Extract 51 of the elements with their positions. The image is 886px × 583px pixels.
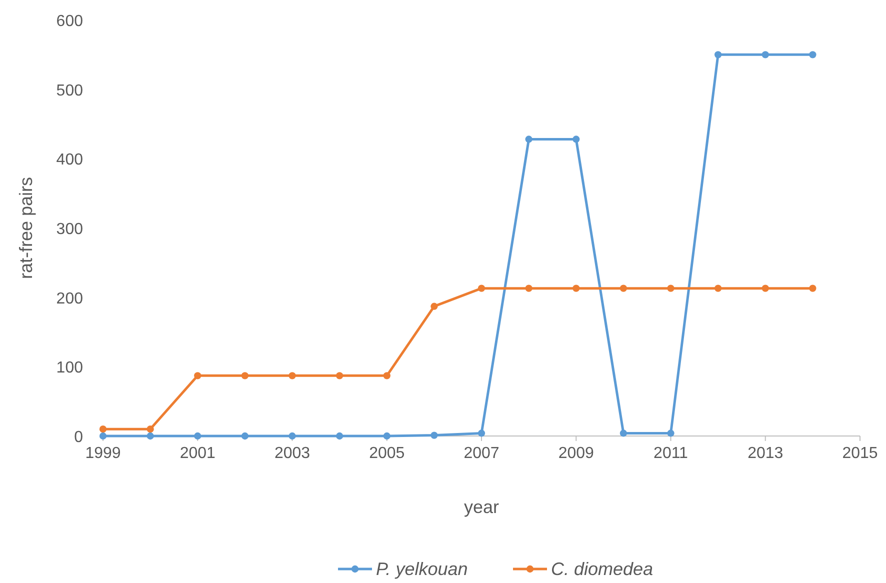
x-tick-label: 2007	[464, 445, 500, 462]
point	[572, 136, 580, 143]
y-tick-label: 600	[56, 13, 84, 30]
point	[194, 432, 202, 440]
point	[667, 284, 674, 292]
x-tick-label: 1999	[85, 445, 121, 462]
y-tick-label: 0	[74, 429, 84, 446]
point	[809, 284, 816, 292]
y-tick-label: 300	[56, 221, 84, 238]
point	[288, 372, 296, 380]
point	[620, 430, 628, 437]
point	[809, 51, 816, 58]
point	[336, 432, 344, 440]
point	[525, 136, 532, 143]
point	[241, 372, 249, 380]
point	[241, 432, 249, 440]
x-tick-label: 2001	[180, 445, 216, 462]
x-tick-label: 2003	[274, 445, 310, 462]
point	[620, 284, 628, 292]
y-tick-label: 500	[56, 82, 84, 100]
point	[194, 372, 202, 380]
x-tick-label: 2011	[654, 445, 688, 462]
legend-label: P. yelkouan	[376, 559, 468, 579]
point	[478, 284, 486, 292]
x-tick-label: 2013	[748, 445, 784, 462]
point	[714, 284, 722, 292]
point	[667, 430, 674, 437]
legend-label: C. diomedea	[551, 559, 654, 579]
x-tick-label: 2015	[842, 445, 878, 462]
point	[146, 432, 154, 440]
point	[430, 302, 438, 310]
point	[146, 426, 154, 433]
point	[714, 51, 722, 58]
point	[430, 432, 438, 439]
y-tick-label: 100	[56, 360, 84, 377]
point	[336, 372, 344, 380]
point	[572, 284, 580, 292]
x-tick-label: 2005	[369, 445, 405, 462]
point	[383, 372, 390, 380]
y-tick-label: 200	[56, 290, 84, 308]
x-tick-label: 2009	[558, 445, 594, 462]
point	[478, 430, 486, 437]
y-tick-label: 400	[56, 152, 84, 169]
point	[383, 432, 390, 440]
point	[99, 426, 107, 433]
point	[525, 284, 532, 292]
point	[762, 284, 769, 292]
y-axis-title: rat-free pairs	[16, 176, 36, 280]
x-axis-title: year	[464, 497, 500, 517]
point	[762, 51, 769, 58]
point	[288, 432, 296, 440]
